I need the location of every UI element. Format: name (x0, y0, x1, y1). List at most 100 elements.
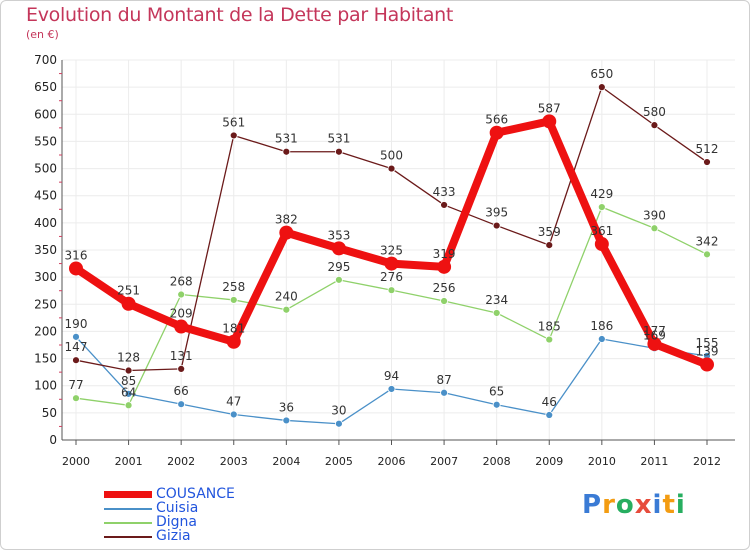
data-label-digna: 256 (433, 281, 456, 295)
data-point-gizia (440, 201, 448, 209)
data-label-gizia: 531 (275, 132, 298, 146)
data-label-gizia: 147 (65, 340, 88, 354)
data-label-digna: 185 (538, 320, 561, 334)
data-label-cousance: 316 (65, 248, 88, 262)
data-label-cuisia: 47 (226, 394, 241, 408)
data-label-gizia: 131 (170, 349, 193, 363)
data-label-gizia: 650 (590, 67, 613, 81)
proxiti-logo: Proxiti (582, 490, 686, 520)
data-point-digna (650, 224, 659, 233)
data-point-cousance (69, 261, 83, 276)
data-point-cousance (226, 334, 241, 349)
data-point-digna (545, 335, 554, 344)
y-tick-label: 250 (34, 297, 57, 311)
data-point-gizia (545, 241, 554, 250)
x-tick-label: 2005 (325, 455, 353, 468)
data-point-cuisia (387, 385, 396, 393)
data-point-cuisia (545, 411, 554, 419)
data-label-cuisia: 94 (384, 369, 399, 383)
y-tick-label: 700 (34, 53, 57, 67)
data-point-cousance (647, 336, 662, 351)
data-point-digna (440, 297, 448, 305)
data-label-cuisia: 65 (489, 385, 504, 399)
y-tick-label: 450 (34, 189, 57, 203)
data-point-gizia (387, 164, 396, 173)
data-label-digna: 295 (327, 260, 350, 274)
data-label-cuisia: 66 (174, 384, 189, 398)
x-tick-label: 2011 (640, 455, 668, 468)
data-point-gizia (492, 221, 501, 230)
data-label-cuisia: 87 (436, 373, 451, 387)
data-point-cousance (384, 256, 399, 271)
x-tick-label: 2008 (483, 455, 511, 468)
data-point-gizia (703, 158, 711, 166)
x-tick-label: 2003 (220, 455, 248, 468)
data-point-gizia (597, 83, 606, 92)
x-tick-label: 2007 (430, 455, 458, 468)
data-point-cousance (174, 319, 189, 334)
data-point-gizia (335, 147, 343, 156)
data-label-cuisia: 30 (331, 404, 346, 418)
data-label-cousance: 382 (275, 213, 298, 227)
data-point-digna (335, 275, 343, 284)
y-tick-label: 0 (49, 433, 57, 447)
y-tick-label: 350 (34, 243, 57, 257)
data-point-gizia (177, 364, 186, 373)
logo-letter: i (652, 490, 663, 520)
legend-label-digna: Digna (156, 514, 198, 530)
logo-letter: P (582, 490, 603, 520)
data-label-cousance: 177 (643, 324, 666, 338)
data-point-digna (229, 296, 238, 304)
data-label-cousance: 566 (485, 113, 508, 127)
y-tick-label: 200 (34, 324, 57, 338)
data-label-gizia: 128 (117, 351, 140, 365)
data-label-digna: 268 (170, 275, 193, 289)
x-tick-label: 2006 (378, 455, 406, 468)
data-label-cousance: 361 (590, 224, 613, 238)
data-label-gizia: 531 (327, 132, 350, 146)
data-point-digna (492, 309, 501, 317)
data-point-digna (124, 401, 133, 410)
data-point-cuisia (72, 332, 80, 341)
logo-letter: o (615, 490, 635, 520)
y-tick-label: 650 (34, 80, 57, 94)
data-point-cuisia (335, 419, 343, 428)
legend-label-cousance: COUSANCE (156, 486, 235, 502)
data-point-cousance (542, 114, 557, 129)
data-point-digna (72, 394, 80, 403)
data-label-digna: 390 (643, 208, 666, 222)
data-label-cousance: 353 (327, 228, 350, 242)
y-tick-label: 50 (42, 406, 57, 420)
legend-swatch-cousance (104, 491, 152, 498)
data-point-gizia (72, 356, 80, 365)
data-label-cousance: 587 (538, 101, 561, 115)
data-point-digna (703, 250, 711, 259)
data-label-digna: 342 (696, 234, 719, 248)
data-label-cousance: 251 (117, 284, 140, 298)
data-label-cuisia: 155 (696, 336, 719, 350)
data-point-cousance (331, 241, 346, 256)
data-label-digna: 258 (222, 280, 245, 294)
logo-letter: r (602, 490, 616, 520)
data-label-cousance: 209 (170, 307, 193, 321)
legend-swatch-gizia (104, 536, 152, 538)
data-point-cuisia (492, 400, 501, 409)
data-point-cuisia (177, 400, 186, 409)
data-point-digna (177, 290, 186, 299)
data-point-cousance (700, 357, 714, 372)
data-label-digna: 234 (485, 293, 508, 307)
data-label-gizia: 580 (643, 105, 666, 119)
data-point-cuisia (282, 416, 291, 425)
data-point-cousance (489, 125, 504, 140)
data-point-digna (597, 203, 606, 212)
data-point-cuisia (229, 410, 238, 419)
legend-label-gizia: Gizia (156, 528, 191, 544)
x-tick-label: 2009 (535, 455, 563, 468)
data-label-cuisia: 36 (279, 400, 294, 414)
legend-label-cuisia: Cuisia (156, 500, 199, 516)
y-tick-label: 600 (34, 107, 57, 121)
data-label-gizia: 433 (433, 185, 456, 199)
data-label-gizia: 359 (538, 225, 561, 239)
data-point-cousance (594, 237, 609, 252)
